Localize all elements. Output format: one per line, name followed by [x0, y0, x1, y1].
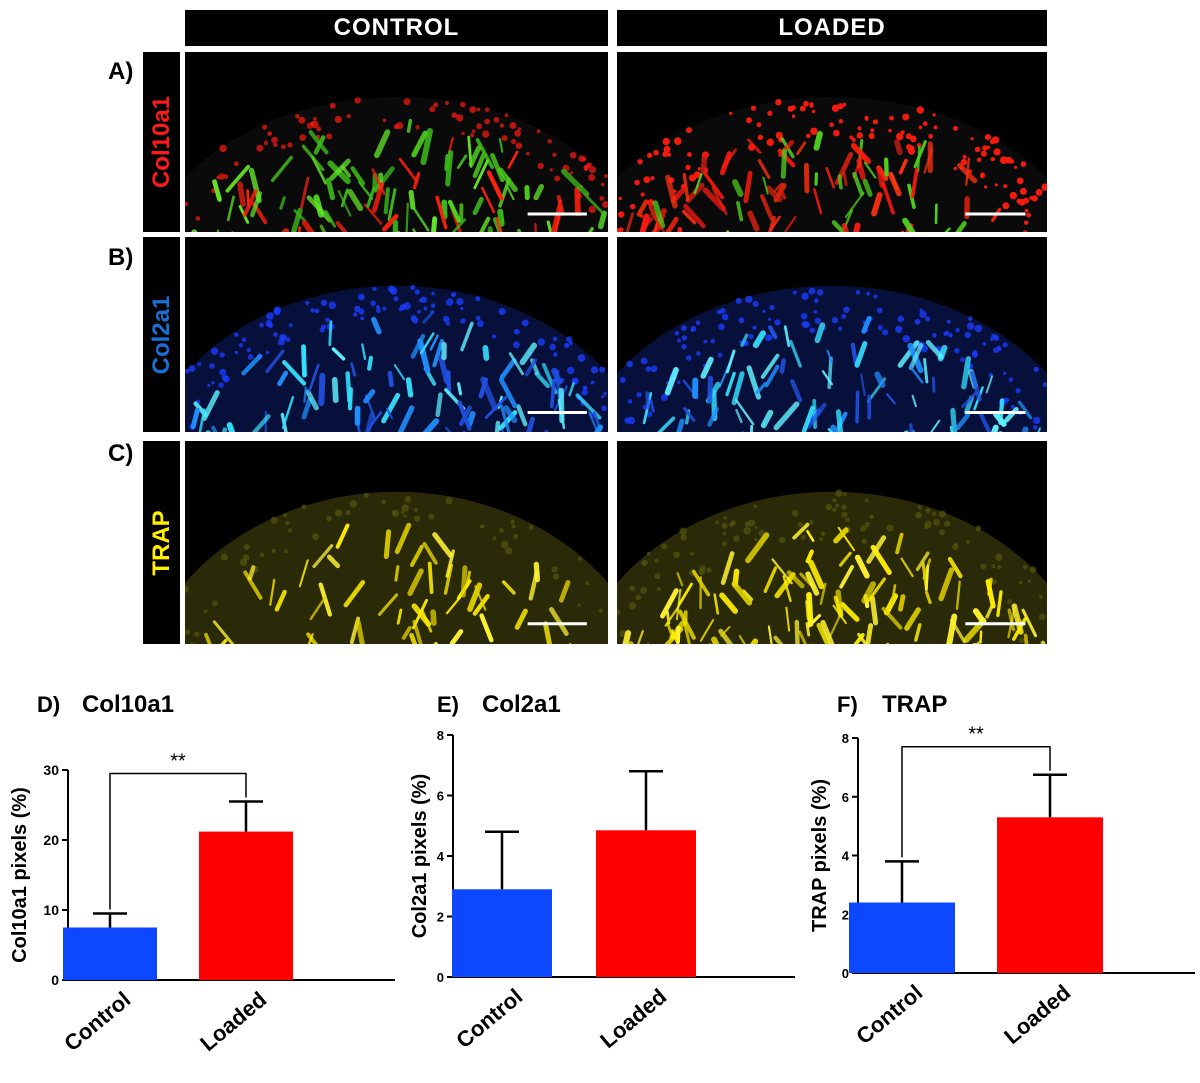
row-letter-c: C) — [108, 440, 134, 467]
column-header-control: CONTROL — [185, 10, 608, 46]
y-axis-label: Col2a1 pixels (%) — [409, 774, 431, 939]
panel-letter: D) — [37, 692, 60, 717]
stain-strip-col10a1: Col10a1 — [143, 52, 180, 232]
y-tick-label: 6 — [437, 789, 444, 804]
category-label: Loaded — [999, 980, 1075, 1049]
panel-letter: F) — [837, 692, 858, 717]
y-tick-label: 2 — [842, 907, 849, 922]
bar-chart-col10a1: D) Col10a1 Col10a1 pixels (%) 0 10 20 30 Contro… — [0, 680, 400, 1080]
micrograph-col10a1-control — [185, 52, 608, 232]
significance-marker: ** — [968, 724, 984, 746]
column-header-loaded: LOADED — [617, 10, 1047, 46]
bar-loaded — [199, 831, 293, 980]
bar-control — [63, 927, 157, 980]
y-tick-label: 0 — [437, 970, 444, 985]
y-tick-label: 2 — [437, 910, 444, 925]
stain-label-col10a1: Col10a1 — [147, 95, 175, 189]
micrograph-col10a1-loaded — [617, 52, 1047, 232]
panel-letter: E) — [437, 692, 459, 717]
significance-bracket — [109, 772, 247, 910]
significance-marker: ** — [170, 751, 186, 773]
micrograph-trap-loaded — [617, 441, 1047, 644]
y-tick-label: 10 — [43, 902, 59, 918]
bar-chart-trap: F) TRAP TRAP pixels (%) 0 2 4 6 8 Control Loaded *… — [800, 680, 1200, 1080]
bar-control — [849, 902, 955, 973]
y-tick-label: 0 — [51, 972, 59, 988]
stain-strip-trap: TRAP — [143, 441, 180, 644]
chart-title: Col10a1 — [82, 691, 174, 718]
significance-bracket — [901, 745, 1051, 858]
category-label: Control — [451, 984, 527, 1053]
category-label: Control — [851, 980, 927, 1049]
category-label: Control — [59, 987, 135, 1056]
y-tick-label: 8 — [842, 731, 849, 746]
y-tick-label: 30 — [43, 762, 59, 778]
y-axis-label: TRAP pixels (%) — [809, 779, 831, 932]
bar-chart-col2a1: E) Col2a1 Col2a1 pixels (%) 0 2 4 6 8 Control Loa… — [400, 680, 800, 1080]
micrograph-trap-control — [185, 441, 608, 644]
y-tick-label: 4 — [842, 849, 850, 864]
y-axis-label: Col10a1 pixels (%) — [9, 787, 31, 963]
bar-loaded — [997, 817, 1103, 973]
chart-title: Col2a1 — [482, 691, 561, 718]
stain-label-trap: TRAP — [147, 509, 175, 576]
y-tick-label: 8 — [437, 728, 444, 743]
row-letter-b: B) — [108, 244, 134, 271]
category-label: Loaded — [195, 987, 271, 1056]
bar-loaded — [596, 830, 696, 977]
y-tick-label: 6 — [842, 790, 849, 805]
y-tick-label: 0 — [842, 966, 849, 981]
bar-control — [452, 889, 552, 977]
y-tick-label: 20 — [43, 832, 59, 848]
micrograph-col2a1-control — [185, 237, 608, 432]
chart-title: TRAP — [882, 691, 947, 718]
row-letter-a: A) — [108, 58, 134, 85]
y-tick-label: 4 — [437, 849, 445, 864]
stain-label-col2a1: Col2a1 — [147, 295, 175, 374]
micrograph-col2a1-loaded — [617, 237, 1047, 432]
category-label: Loaded — [595, 984, 671, 1053]
stain-strip-col2a1: Col2a1 — [143, 237, 180, 432]
